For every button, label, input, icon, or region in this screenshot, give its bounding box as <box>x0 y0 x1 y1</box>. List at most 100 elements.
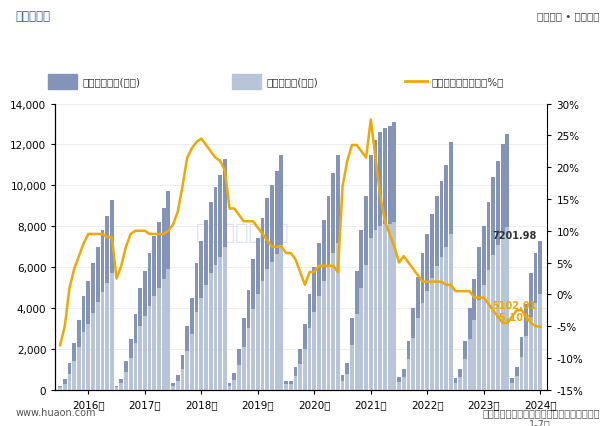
Bar <box>124 361 128 390</box>
Bar <box>510 383 514 390</box>
Bar <box>477 247 481 390</box>
Bar <box>411 308 415 390</box>
Bar <box>383 129 387 390</box>
Text: www.huaon.com: www.huaon.com <box>15 407 96 417</box>
Bar <box>110 200 114 390</box>
Bar <box>289 380 293 390</box>
Bar <box>496 245 500 390</box>
Bar <box>538 294 542 390</box>
Bar <box>247 290 250 390</box>
Bar <box>346 374 349 390</box>
Bar <box>486 271 490 390</box>
Bar <box>87 325 90 390</box>
Bar <box>209 202 213 390</box>
Text: 7201.98: 7201.98 <box>492 231 536 241</box>
Bar <box>501 235 504 390</box>
Bar <box>515 367 518 390</box>
Bar <box>336 243 339 390</box>
Bar <box>463 341 467 390</box>
Bar <box>421 253 424 390</box>
Bar <box>129 339 133 390</box>
Bar <box>204 286 208 390</box>
Bar <box>350 319 354 390</box>
Bar <box>350 345 354 390</box>
Bar <box>213 188 217 390</box>
Bar <box>190 334 194 390</box>
Bar <box>416 278 420 390</box>
Bar <box>534 303 538 390</box>
Bar <box>468 339 472 390</box>
Bar <box>322 282 325 390</box>
Bar <box>157 223 161 390</box>
Bar <box>477 300 481 390</box>
Bar <box>387 225 392 390</box>
Bar <box>458 377 462 390</box>
Bar <box>369 155 373 390</box>
Bar <box>426 235 429 390</box>
Bar <box>218 257 222 390</box>
Bar <box>213 265 217 390</box>
Bar <box>232 380 236 390</box>
Bar <box>327 265 330 390</box>
Bar <box>364 196 368 390</box>
Bar <box>77 320 81 390</box>
Bar <box>199 241 203 390</box>
Bar <box>58 386 62 390</box>
Bar <box>397 377 401 390</box>
Bar <box>162 208 165 390</box>
Bar <box>360 231 363 390</box>
Bar <box>289 384 293 390</box>
Bar <box>496 161 500 390</box>
Bar <box>520 337 523 390</box>
Bar <box>341 376 344 390</box>
Bar <box>167 192 170 390</box>
Bar <box>82 296 85 390</box>
Bar <box>232 374 236 390</box>
Bar <box>298 364 302 390</box>
Bar <box>378 227 382 390</box>
Bar <box>279 155 284 390</box>
Bar <box>171 386 175 390</box>
Bar <box>96 302 100 390</box>
Bar <box>284 380 288 390</box>
Bar <box>430 279 434 390</box>
Bar <box>392 123 396 390</box>
Bar <box>435 266 438 390</box>
Bar <box>114 386 119 390</box>
Bar <box>223 247 227 390</box>
Bar <box>114 387 119 390</box>
Bar <box>77 347 81 390</box>
Bar <box>199 298 203 390</box>
Text: 房地产投资额增速（%）: 房地产投资额增速（%） <box>432 77 504 87</box>
Bar <box>534 253 538 390</box>
Bar <box>472 280 476 390</box>
Text: 2016-2024年7月浙江省房地产投资额及住宅投资额: 2016-2024年7月浙江省房地产投资额及住宅投资额 <box>167 41 448 59</box>
Bar <box>331 253 335 390</box>
Bar <box>444 166 448 390</box>
Bar <box>355 314 359 390</box>
Bar <box>407 341 410 390</box>
Bar <box>91 314 95 390</box>
Bar <box>284 384 288 390</box>
Bar <box>440 257 443 390</box>
Bar <box>317 243 321 390</box>
Bar <box>524 304 528 390</box>
Text: 5102.01: 5102.01 <box>492 300 536 310</box>
Text: 房地产投资额(亿元): 房地产投资额(亿元) <box>83 77 141 87</box>
Bar <box>63 380 66 390</box>
Bar <box>237 366 241 390</box>
Bar <box>237 349 241 390</box>
Bar <box>58 387 62 390</box>
Bar <box>68 374 71 390</box>
Bar <box>105 284 109 390</box>
Bar <box>242 319 245 390</box>
Bar <box>312 268 316 390</box>
Bar <box>369 239 373 390</box>
Bar <box>100 231 105 390</box>
Bar <box>261 282 264 390</box>
Bar <box>256 239 260 390</box>
Bar <box>402 377 406 390</box>
Bar <box>331 174 335 390</box>
Bar <box>378 133 382 390</box>
Bar <box>138 288 142 390</box>
